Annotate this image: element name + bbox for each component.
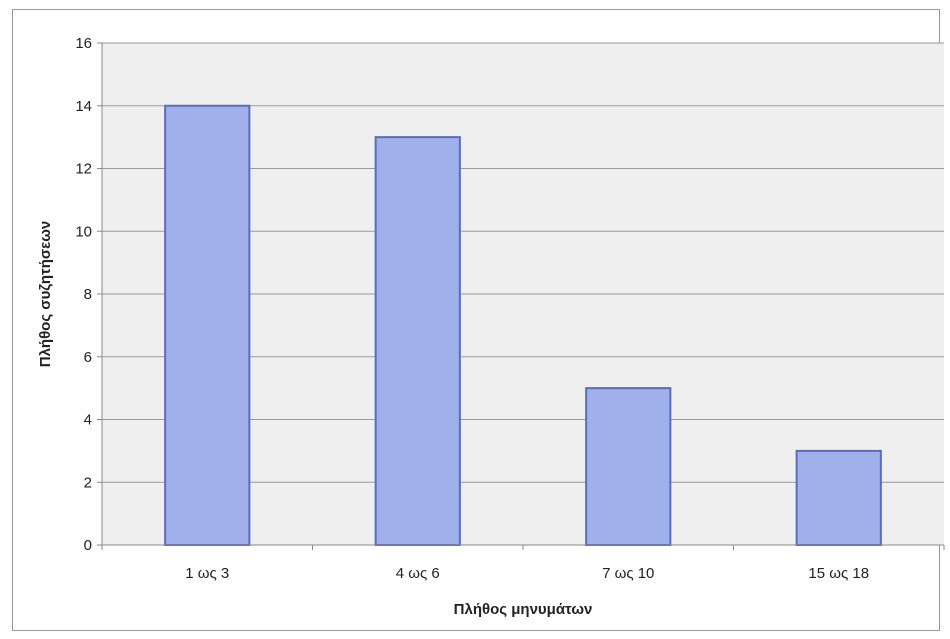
- y-tick-label: 10: [75, 223, 92, 240]
- y-tick-labels: 0 2 4 6 8 10 12 14 16: [75, 35, 92, 554]
- x-category-labels: 1 ως 3 4 ως 6 7 ως 10 15 ως 18: [185, 565, 869, 582]
- y-tick-label: 2: [84, 474, 92, 491]
- x-category-label: 1 ως 3: [185, 565, 229, 582]
- y-tick-label: 12: [75, 161, 92, 178]
- y-tick-label: 4: [84, 412, 92, 429]
- y-tick-label: 0: [84, 537, 92, 554]
- x-axis-title: Πλήθος μηνυμάτων: [454, 601, 593, 618]
- bar: [164, 104, 251, 546]
- bar: [585, 387, 672, 546]
- bar: [374, 136, 461, 546]
- y-tick-label: 14: [75, 98, 92, 115]
- y-tick-label: 8: [84, 286, 92, 303]
- bars: [164, 104, 882, 546]
- y-tick-label: 16: [75, 35, 92, 52]
- y-axis-title: Πλήθος συζητήσεων: [37, 221, 54, 368]
- x-category-label: 4 ως 6: [396, 565, 440, 582]
- x-category-label: 7 ως 10: [602, 565, 654, 582]
- y-tick-label: 6: [84, 349, 92, 366]
- axes: [101, 43, 945, 550]
- x-category-label: 15 ως 18: [808, 565, 869, 582]
- bar: [795, 449, 882, 546]
